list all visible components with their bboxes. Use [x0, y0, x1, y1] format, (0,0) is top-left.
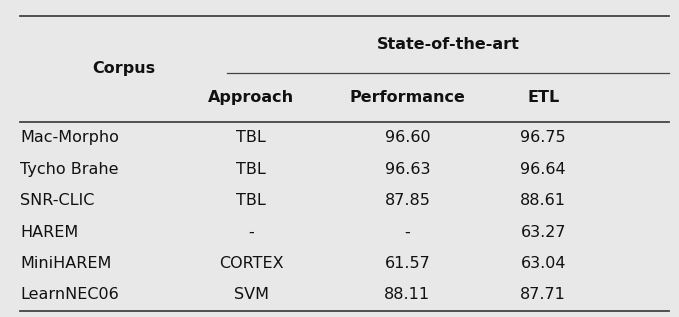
- Text: HAREM: HAREM: [20, 224, 79, 240]
- Text: Corpus: Corpus: [92, 61, 155, 76]
- Text: TBL: TBL: [236, 162, 266, 177]
- Text: 96.75: 96.75: [520, 130, 566, 145]
- Text: Mac-Morpho: Mac-Morpho: [20, 130, 120, 145]
- Text: 61.57: 61.57: [384, 256, 430, 271]
- Text: 63.27: 63.27: [520, 224, 566, 240]
- Text: TBL: TBL: [236, 193, 266, 208]
- Text: MiniHAREM: MiniHAREM: [20, 256, 112, 271]
- Text: LearnNEC06: LearnNEC06: [20, 288, 119, 302]
- Text: 96.64: 96.64: [520, 162, 566, 177]
- Text: 96.63: 96.63: [384, 162, 430, 177]
- Text: 87.85: 87.85: [384, 193, 430, 208]
- Text: 88.61: 88.61: [520, 193, 566, 208]
- Text: -: -: [249, 224, 254, 240]
- Text: State-of-the-art: State-of-the-art: [377, 37, 519, 52]
- Text: 88.11: 88.11: [384, 288, 430, 302]
- Text: 87.71: 87.71: [520, 288, 566, 302]
- Text: TBL: TBL: [236, 130, 266, 145]
- Text: ETL: ETL: [527, 90, 559, 105]
- Text: SVM: SVM: [234, 288, 269, 302]
- Text: SNR-CLIC: SNR-CLIC: [20, 193, 95, 208]
- Text: -: -: [405, 224, 410, 240]
- Text: Approach: Approach: [208, 90, 294, 105]
- Text: Performance: Performance: [350, 90, 465, 105]
- Text: CORTEX: CORTEX: [219, 256, 284, 271]
- Text: Tycho Brahe: Tycho Brahe: [20, 162, 119, 177]
- Text: 63.04: 63.04: [520, 256, 566, 271]
- Text: 96.60: 96.60: [384, 130, 430, 145]
